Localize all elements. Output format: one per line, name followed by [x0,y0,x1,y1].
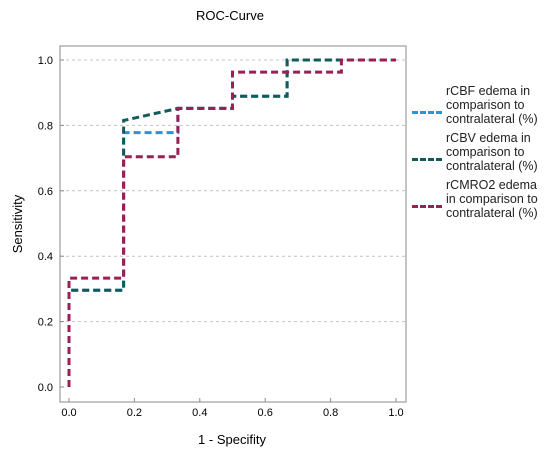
legend: rCBF edema in comparison to contralatera… [412,84,550,225]
x-tick-label: 0.2 [127,407,142,419]
series-line-rcmro2 [67,58,396,387]
y-axis-ticks: 0.0 0.2 0.4 0.6 0.8 1.0 [38,55,64,394]
legend-label-rcbf: rCBF edema in comparison to contralatera… [446,84,538,126]
x-axis-ticks: 0.0 0.2 0.4 0.6 0.8 1.0 [61,398,404,419]
legend-swatch-rcmro2 [412,205,442,208]
legend-label-rcmro2: rCMRO2 edema in comparison to contralate… [446,178,538,220]
x-tick-label: 0.0 [61,407,76,419]
legend-item-rcbv: rCBV edema in comparison to contralatera… [412,131,550,173]
chart-title: ROC-Curve [196,8,264,23]
y-tick-label: 0.4 [38,251,53,263]
legend-swatch-rcbf [412,111,442,114]
y-tick-label: 0.8 [38,120,53,132]
series-line-rcbv [67,58,396,387]
series-lines [67,58,396,387]
legend-label-rcbv: rCBV edema in comparison to contralatera… [446,131,538,173]
x-tick-label: 1.0 [388,407,403,419]
y-tick-label: 0.0 [38,382,53,394]
x-tick-label: 0.8 [323,407,338,419]
y-tick-label: 1.0 [38,55,53,67]
legend-item-rcmro2: rCMRO2 edema in comparison to contralate… [412,178,550,220]
y-axis-label: Sensitivity [10,194,25,253]
legend-swatch-rcbv [412,158,442,161]
x-tick-label: 0.4 [192,407,207,419]
y-tick-label: 0.2 [38,317,53,329]
legend-item-rcbf: rCBF edema in comparison to contralatera… [412,84,550,126]
x-axis-label: 1 - Specifity [198,432,266,447]
plot-frame [59,45,407,403]
x-tick-label: 0.6 [258,407,273,419]
y-tick-label: 0.6 [38,186,53,198]
